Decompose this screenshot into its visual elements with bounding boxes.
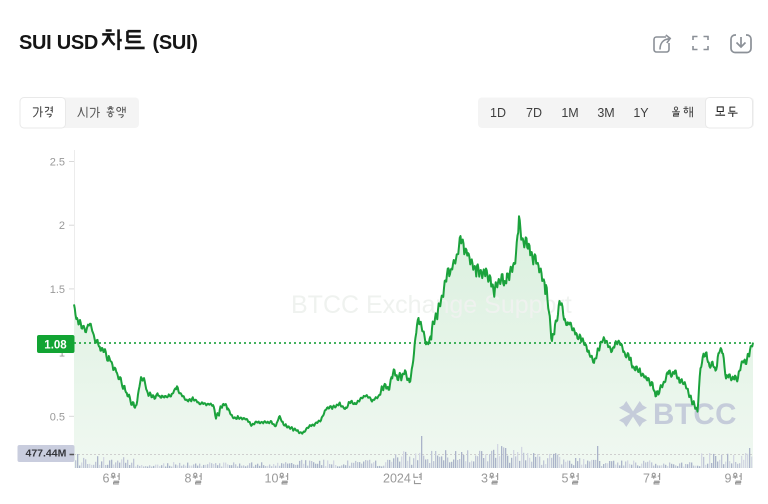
svg-text:1D: 1D [490, 106, 506, 120]
svg-text:6: 6 [103, 472, 110, 486]
svg-text:2.5: 2.5 [50, 157, 65, 169]
svg-text:1M: 1M [561, 106, 578, 120]
svg-text:BTCC Exchange Support: BTCC Exchange Support [291, 291, 572, 319]
svg-text:7: 7 [643, 472, 650, 486]
svg-text:1.5: 1.5 [50, 284, 65, 296]
svg-text:1Y: 1Y [633, 106, 649, 120]
svg-text:477.44M: 477.44M [26, 448, 67, 460]
svg-text:0.5: 0.5 [50, 411, 65, 423]
svg-text:2: 2 [59, 220, 65, 232]
svg-text:SUI USD: SUI USD [19, 32, 98, 54]
svg-text:5: 5 [562, 472, 569, 486]
svg-text:1: 1 [59, 348, 65, 360]
svg-text:10: 10 [265, 472, 279, 486]
svg-text:7D: 7D [526, 106, 542, 120]
svg-text:(SUI): (SUI) [153, 32, 198, 54]
svg-text:9: 9 [725, 472, 732, 486]
svg-text:3: 3 [481, 472, 488, 486]
svg-text:1.08: 1.08 [44, 340, 67, 352]
svg-text:8: 8 [185, 472, 192, 486]
svg-text:2024: 2024 [383, 472, 411, 486]
svg-text:3M: 3M [597, 106, 614, 120]
